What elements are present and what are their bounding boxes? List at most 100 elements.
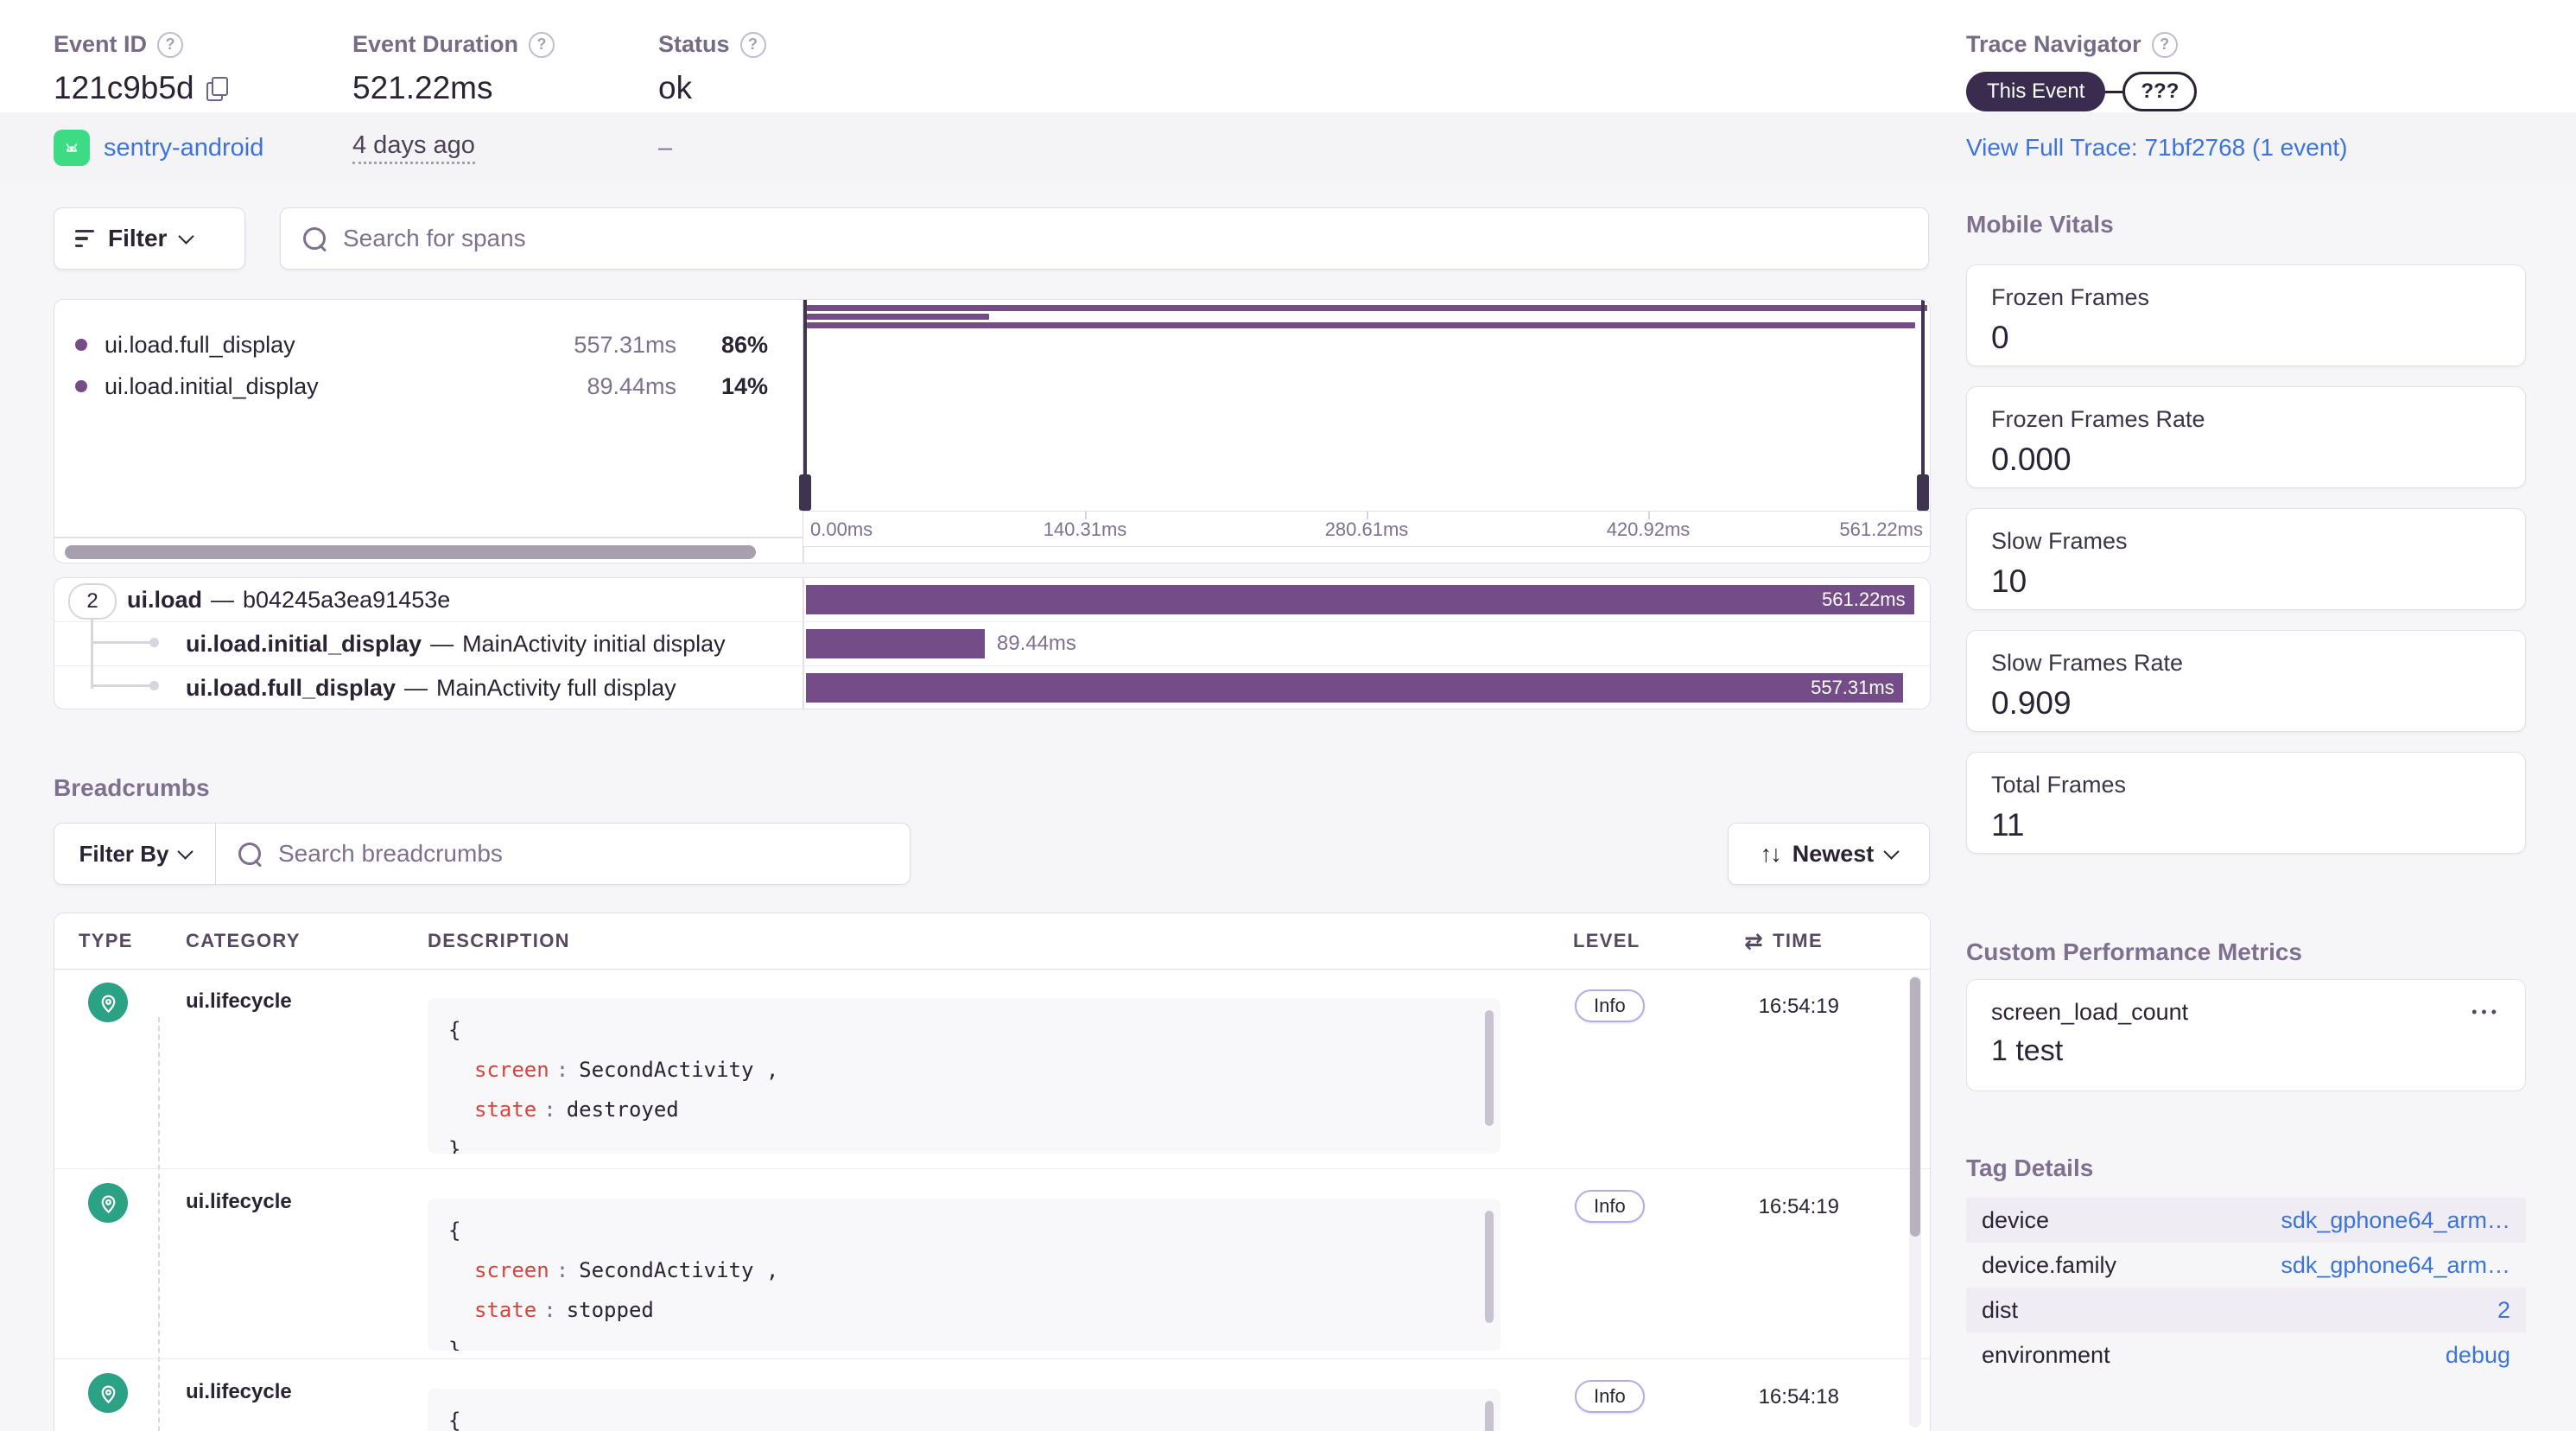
- code-scrollbar[interactable]: [1485, 1211, 1494, 1323]
- sort-arrows-icon: ↑↓: [1760, 840, 1782, 867]
- code-scrollbar[interactable]: [1485, 1401, 1494, 1431]
- help-icon[interactable]: ?: [157, 31, 184, 58]
- spans-search: [280, 207, 1929, 270]
- legend-item[interactable]: ui.load.initial_display 89.44ms 14%: [54, 367, 803, 405]
- span-row[interactable]: 2 ui.load — b04245a3ea91453e 561.22ms: [54, 578, 1930, 621]
- trace-minimap[interactable]: [799, 300, 1930, 511]
- legend-dot-icon: [75, 380, 87, 392]
- breadcrumbs-search: [216, 823, 910, 885]
- ui-breadcrumb-pin-icon: [88, 1183, 128, 1223]
- view-full-trace: View Full Trace: 71bf2768 (1 event): [1966, 112, 2348, 183]
- horizontal-scrollbar[interactable]: [65, 545, 756, 559]
- breadcrumb-code: { screen: SecondActivity , state: destroye…: [428, 998, 1501, 1154]
- tree-connector: [91, 616, 93, 689]
- vital-card: Frozen Frames Rate 0.000: [1966, 386, 2526, 488]
- span-row[interactable]: ui.load.full_display — MainActivity full…: [54, 665, 1930, 709]
- search-icon: [238, 843, 261, 865]
- breadcrumbs-scrollbar-thumb[interactable]: [1910, 977, 1920, 1237]
- event-duration-value: 521.22ms: [352, 70, 493, 105]
- trace-node-this-event[interactable]: This Event: [1966, 72, 2106, 111]
- breadcrumbs-search-input[interactable]: [276, 839, 887, 868]
- minimap-left-handle[interactable]: [803, 300, 807, 511]
- event-duration-block: Event Duration ? 521.22ms: [352, 31, 555, 106]
- level-badge: Info: [1575, 989, 1645, 1022]
- axis-tick: [1085, 512, 1087, 519]
- column-category: CATEGORY: [186, 930, 301, 951]
- event-age: 4 days ago: [352, 112, 475, 183]
- breadcrumb-row[interactable]: ui.lifecycle { screen: SecondActivity , s…: [54, 1169, 1930, 1359]
- help-icon[interactable]: ?: [2151, 31, 2178, 58]
- project-item: sentry-android: [54, 112, 263, 183]
- tag-value-link[interactable]: sdk_gphone64_arm…: [2281, 1206, 2510, 1233]
- tree-connector: [91, 641, 153, 644]
- column-time-sort[interactable]: ⇄ TIME: [1744, 927, 1823, 954]
- event-id-value: 121c9b5d: [54, 70, 194, 105]
- vital-card: Slow Frames Rate 0.909: [1966, 630, 2526, 732]
- custom-metrics-title: Custom Performance Metrics: [1966, 938, 2303, 965]
- divider: [54, 537, 803, 538]
- minimap-bar: [807, 322, 1916, 328]
- code-scrollbar[interactable]: [1485, 1010, 1494, 1126]
- project-link[interactable]: sentry-android: [104, 133, 264, 162]
- overflow-menu-icon[interactable]: •••: [2471, 1003, 2501, 1021]
- chevron-down-icon: [176, 843, 194, 860]
- level-badge: Info: [1575, 1190, 1645, 1223]
- event-age-text[interactable]: 4 days ago: [352, 131, 475, 164]
- filter-button-label: Filter: [108, 225, 168, 251]
- minimap-right-grip[interactable]: [1917, 474, 1929, 511]
- span-children-badge[interactable]: 2: [68, 583, 117, 620]
- breadcrumbs-controls: Filter By: [54, 823, 910, 885]
- legend-item[interactable]: ui.load.full_display 557.31ms 86%: [54, 326, 803, 364]
- event-duration-label: Event Duration: [352, 31, 519, 57]
- span-tree-panel: 2 ui.load — b04245a3ea91453e 561.22ms ui…: [54, 577, 1931, 709]
- span-row[interactable]: ui.load.initial_display — MainActivity i…: [54, 621, 1930, 665]
- spans-search-input[interactable]: [341, 224, 1906, 253]
- panel-divider: [803, 300, 804, 563]
- breadcrumb-code: { screen: SecondActivity , state: stopped …: [428, 1199, 1501, 1351]
- breadcrumb-code: {: [428, 1389, 1501, 1431]
- spans-overview-panel: ui.load.full_display 557.31ms 86% ui.loa…: [54, 299, 1931, 563]
- tag-row: dist 2: [1966, 1288, 2526, 1332]
- span-duration-bar[interactable]: 561.22ms: [806, 585, 1914, 614]
- breadcrumbs-scrollbar-track[interactable]: [1909, 976, 1921, 1428]
- span-duration-bar[interactable]: [806, 629, 985, 658]
- metric-name: screen_load_count: [1991, 999, 2189, 1025]
- trace-connector: [2105, 90, 2123, 93]
- breadcrumbs-sort-button[interactable]: ↑↓ Newest: [1728, 823, 1930, 885]
- tree-connector: [91, 684, 153, 687]
- breadcrumb-time: 16:54:18: [1758, 1385, 1839, 1409]
- trace-node-unknown[interactable]: ???: [2122, 72, 2198, 111]
- tree-connector-dot: [149, 681, 159, 690]
- time-axis: 0.00ms 140.31ms 280.61ms 420.92ms 561.22…: [803, 511, 1930, 547]
- status-secondary: –: [658, 133, 673, 162]
- copy-icon[interactable]: [206, 77, 228, 101]
- span-duration-bar[interactable]: 557.31ms: [806, 673, 1903, 703]
- help-icon[interactable]: ?: [739, 31, 766, 58]
- legend-dot-icon: [75, 339, 87, 351]
- breadcrumb-row[interactable]: ui.lifecycle { Info 16:54:18: [54, 1359, 1930, 1431]
- meta-strip: [0, 112, 2576, 183]
- axis-tick: [1648, 512, 1650, 519]
- metric-value: 1 test: [1991, 1034, 2064, 1067]
- chevron-down-icon: [1883, 843, 1900, 860]
- column-level: LEVEL: [1573, 930, 1640, 951]
- tag-row: device sdk_gphone64_arm…: [1966, 1198, 2526, 1243]
- tag-value-link[interactable]: sdk_gphone64_arm…: [2281, 1251, 2510, 1278]
- breadcrumbs-filter-by-button[interactable]: Filter By: [54, 823, 216, 885]
- breadcrumb-row[interactable]: ui.lifecycle { screen: SecondActivity , s…: [54, 969, 1930, 1169]
- tag-value-link[interactable]: 2: [2497, 1296, 2510, 1323]
- spans-filter-button[interactable]: Filter: [54, 207, 245, 270]
- chevron-down-icon: [178, 228, 195, 245]
- tag-row: environment debug: [1982, 1341, 2510, 1368]
- tag-value-link[interactable]: debug: [2445, 1341, 2510, 1368]
- trace-navigator-label: Trace Navigator: [1966, 31, 2141, 57]
- minimap-bar: [807, 305, 1928, 311]
- level-badge: Info: [1575, 1380, 1645, 1413]
- help-icon[interactable]: ?: [529, 31, 555, 58]
- minimap-right-handle[interactable]: [1921, 300, 1925, 511]
- view-full-trace-link[interactable]: View Full Trace: 71bf2768 (1 event): [1966, 134, 2348, 161]
- status-value: ok: [658, 70, 693, 105]
- minimap-left-grip[interactable]: [799, 474, 811, 511]
- column-type: TYPE: [79, 930, 133, 951]
- status-block: Status ? ok: [658, 31, 766, 106]
